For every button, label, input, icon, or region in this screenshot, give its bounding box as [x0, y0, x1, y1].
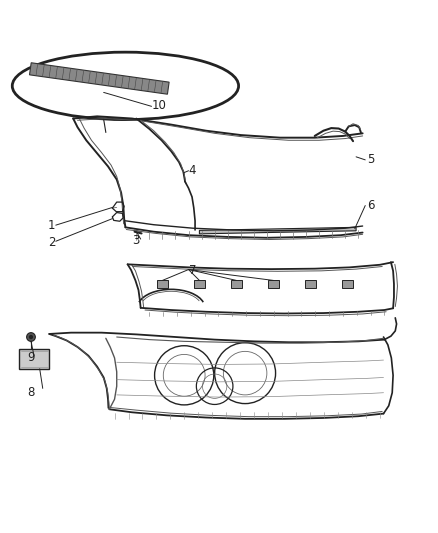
Bar: [268, 280, 279, 288]
Bar: [157, 280, 168, 288]
Polygon shape: [29, 63, 169, 94]
Bar: [231, 280, 242, 288]
Text: 9: 9: [27, 351, 35, 365]
Text: 8: 8: [27, 386, 35, 399]
Text: 2: 2: [48, 236, 55, 249]
Circle shape: [27, 333, 35, 341]
Bar: [305, 280, 316, 288]
Text: 6: 6: [367, 199, 374, 212]
Polygon shape: [199, 228, 356, 234]
Text: 3: 3: [133, 234, 140, 247]
Polygon shape: [19, 349, 49, 369]
Circle shape: [29, 335, 33, 339]
Bar: [342, 280, 353, 288]
Text: 7: 7: [188, 264, 196, 277]
Text: 10: 10: [152, 99, 166, 112]
Text: 5: 5: [367, 154, 374, 166]
Text: 1: 1: [48, 219, 55, 232]
Text: 4: 4: [188, 164, 196, 177]
Bar: [194, 280, 205, 288]
